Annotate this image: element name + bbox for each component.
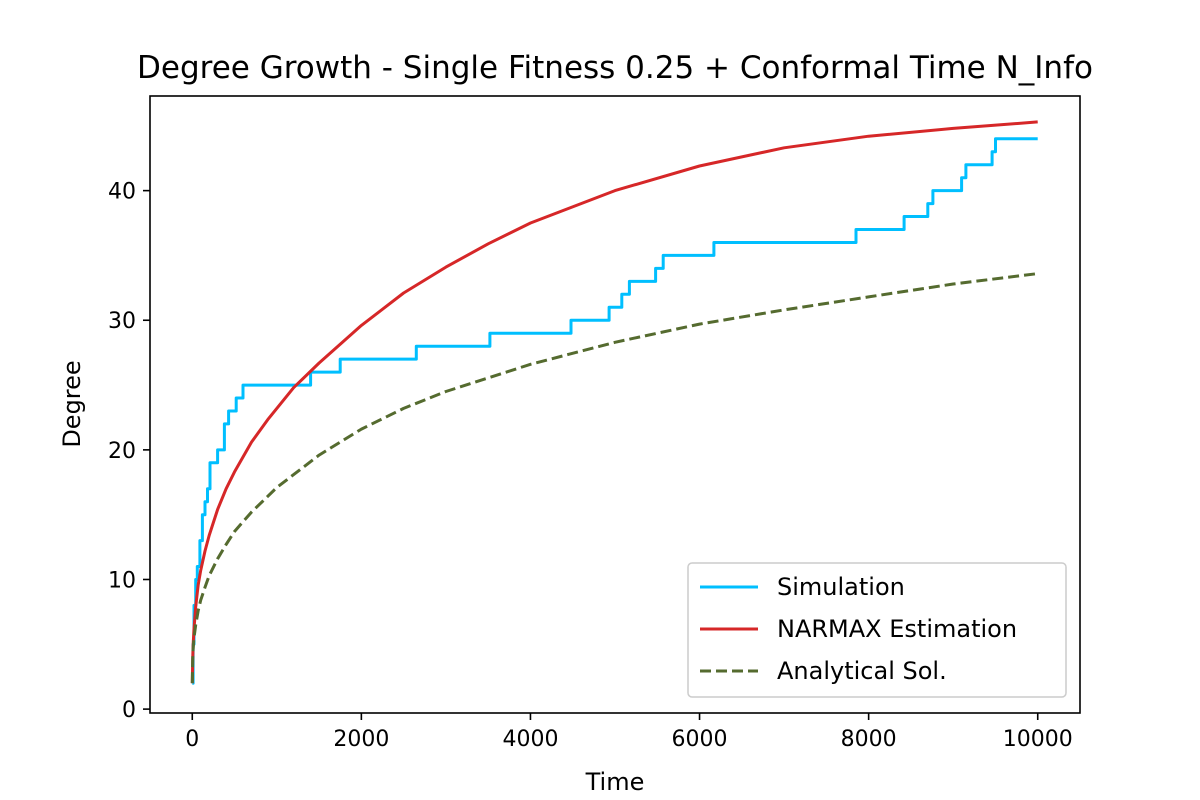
y-axis-ticks: 0 10 20 30 40 xyxy=(108,180,150,723)
series-line-2 xyxy=(190,272,1038,684)
legend-label: Analytical Sol. xyxy=(777,657,947,685)
legend-label: Simulation xyxy=(777,573,905,601)
y-tick-label: 10 xyxy=(108,568,136,593)
legend-label: NARMAX Estimation xyxy=(777,615,1017,643)
x-tick-label: 8000 xyxy=(841,727,897,752)
x-tick-label: 0 xyxy=(185,727,199,752)
x-axis-label: Time xyxy=(585,768,645,796)
x-tick-label: 4000 xyxy=(502,727,558,752)
chart-legend: Simulation NARMAX Estimation Analytical So… xyxy=(687,562,1067,698)
legend-box xyxy=(687,562,1067,698)
x-axis-ticks: 0 2000 4000 6000 8000 10000 xyxy=(185,713,1073,752)
plot-area xyxy=(149,95,1081,714)
y-axis-label: Degree xyxy=(58,360,86,447)
series-line-1 xyxy=(190,120,1038,684)
chart-title: Degree Growth - Single Fitness 0.25 + Co… xyxy=(137,50,1093,86)
x-tick-label: 2000 xyxy=(333,727,389,752)
series-line-0 xyxy=(191,137,1038,685)
series-group xyxy=(190,120,1038,685)
y-tick-label: 40 xyxy=(108,180,136,205)
plot-frame xyxy=(149,95,1081,714)
y-tick-label: 20 xyxy=(108,439,136,464)
x-tick-label: 10000 xyxy=(1003,727,1073,752)
y-tick-label: 0 xyxy=(122,698,136,723)
y-tick-label: 30 xyxy=(108,309,136,334)
x-tick-label: 6000 xyxy=(672,727,728,752)
